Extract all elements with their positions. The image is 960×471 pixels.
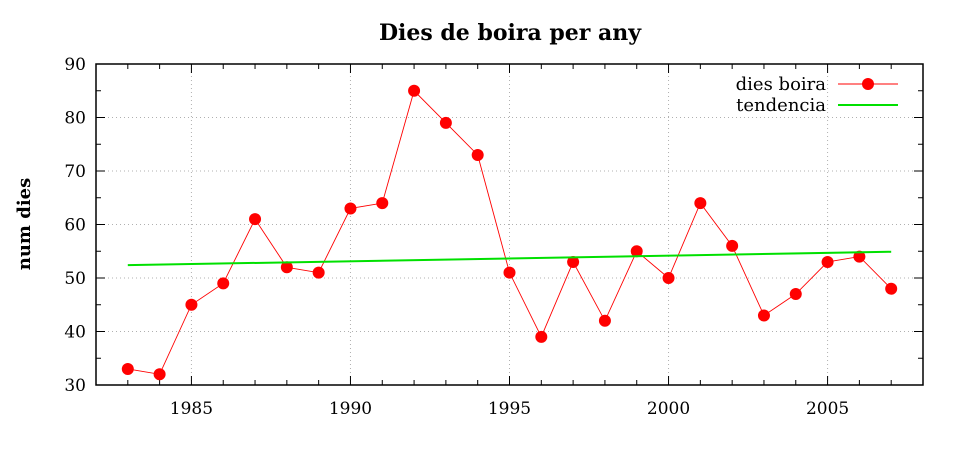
data-point — [471, 148, 484, 161]
legend-label: dies boira — [736, 74, 827, 95]
trend-line — [127, 250, 892, 267]
series-layer — [121, 84, 898, 381]
data-point — [535, 330, 548, 343]
y-tick-label: 80 — [64, 109, 86, 129]
data-point — [598, 314, 611, 327]
axis-ticks: 30 40 50 60 70 80 90 1985 1990 1995 2000 2005 — [64, 55, 923, 419]
plot-frame — [95, 63, 924, 386]
data-point — [280, 261, 293, 274]
y-tick-label: 90 — [64, 55, 86, 75]
data-point — [185, 298, 198, 311]
data-point — [503, 266, 516, 279]
data-point — [408, 84, 421, 97]
y-tick-label: 40 — [64, 323, 86, 343]
y-tick-label: 30 — [64, 376, 86, 396]
data-point — [789, 288, 802, 301]
data-point — [344, 202, 357, 215]
data-point — [726, 239, 739, 252]
x-tick-label: 1995 — [488, 399, 531, 419]
data-point — [630, 245, 643, 258]
data-point — [217, 277, 230, 290]
chart-title: Dies de boira per any — [379, 20, 642, 46]
grid — [96, 64, 923, 385]
x-tick-label: 1990 — [329, 399, 372, 419]
legend-swatch-marker — [862, 78, 874, 90]
data-point — [757, 309, 770, 322]
data-point — [376, 197, 389, 210]
x-tick-label: 2000 — [647, 399, 690, 419]
x-tick-label: 1985 — [170, 399, 213, 419]
data-point — [439, 116, 452, 129]
x-tick-label: 2005 — [806, 399, 849, 419]
legend-label: tendencia — [736, 95, 826, 116]
y-tick-label: 60 — [64, 216, 86, 236]
data-point — [567, 255, 580, 268]
data-point — [885, 282, 898, 295]
data-point — [821, 255, 834, 268]
data-point — [153, 368, 166, 381]
data-point — [121, 362, 134, 375]
data-point — [662, 272, 675, 284]
data-point — [694, 197, 707, 210]
data-point — [312, 266, 325, 279]
data-point — [853, 250, 866, 263]
y-tick-label: 50 — [64, 269, 86, 289]
y-axis-label: num dies — [14, 178, 35, 271]
data-point — [249, 213, 262, 226]
y-tick-label: 70 — [64, 162, 86, 182]
